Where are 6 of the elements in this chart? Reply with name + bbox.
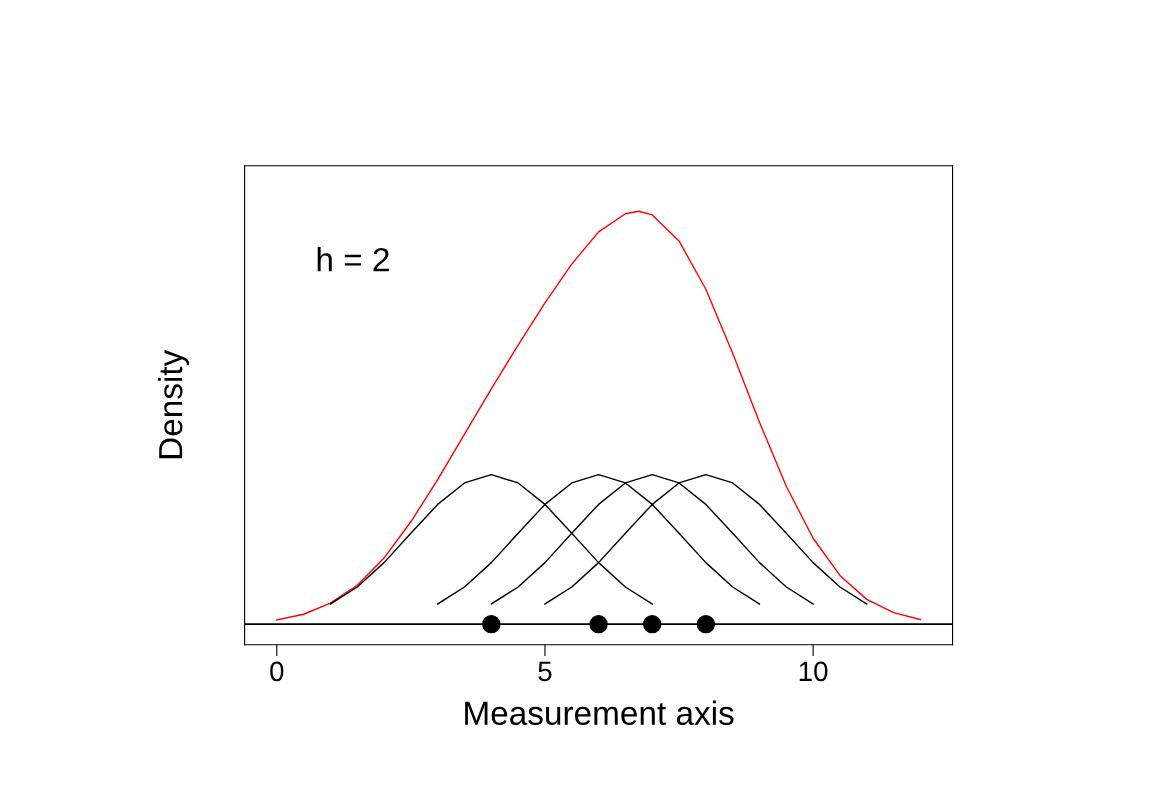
x-axis-title: Measurement axis — [465, 700, 734, 726]
x-tick-label: 5 — [538, 661, 552, 682]
y-axis-title: Density — [157, 349, 190, 459]
x-tick-label: 0 — [270, 661, 284, 682]
x-tick-label: 10 — [799, 661, 828, 682]
annotation: h = 2 — [317, 247, 389, 272]
